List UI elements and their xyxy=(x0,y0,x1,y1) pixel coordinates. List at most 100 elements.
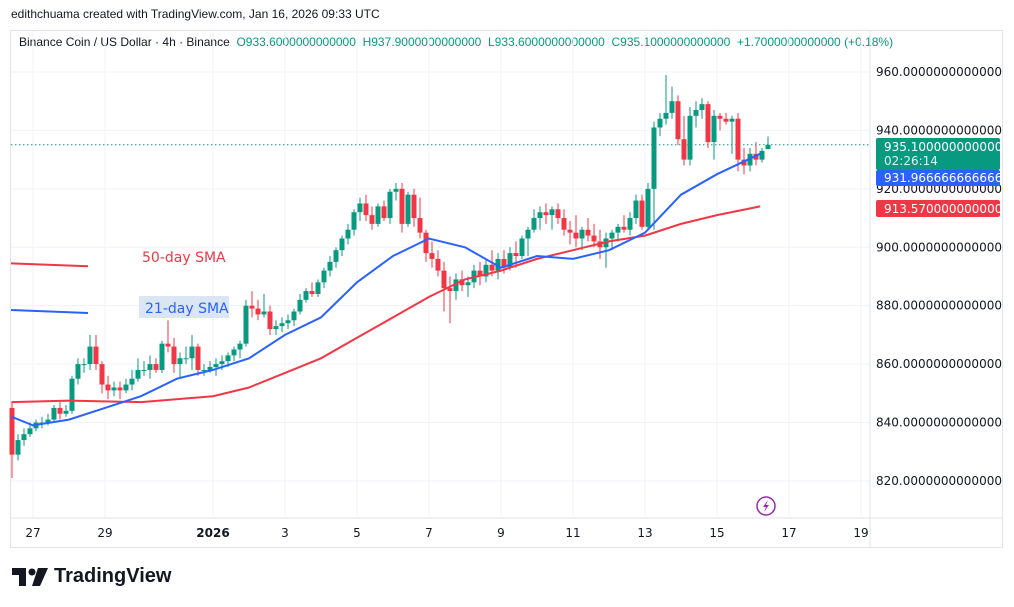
lightning-icon[interactable] xyxy=(756,496,776,516)
candle xyxy=(639,194,645,230)
candle-body xyxy=(411,194,417,219)
candle xyxy=(537,206,543,230)
candle xyxy=(711,109,717,160)
sma50-label: 50-day SMA xyxy=(142,250,226,266)
sma21-legend-line xyxy=(10,309,89,314)
candle-body xyxy=(291,311,297,321)
candle-body xyxy=(549,209,555,216)
candle xyxy=(21,428,27,446)
candle-body xyxy=(207,367,213,370)
candle-body xyxy=(75,364,81,379)
candle xyxy=(531,209,537,233)
candle xyxy=(753,142,759,166)
candle xyxy=(573,215,579,248)
candle xyxy=(411,188,417,227)
candle-body xyxy=(183,358,189,360)
candle xyxy=(567,220,573,245)
candle-body xyxy=(87,346,93,365)
candle xyxy=(201,364,207,376)
candle-body xyxy=(663,112,669,119)
candle-body xyxy=(357,203,363,213)
candle xyxy=(99,361,105,394)
candle xyxy=(675,95,681,146)
candle-body xyxy=(423,232,429,254)
candle-body xyxy=(633,200,639,219)
time-tick-label: 3 xyxy=(281,526,289,540)
candle xyxy=(261,293,267,318)
symbol-title[interactable]: Binance Coin / US Dollar · 4h · Binance xyxy=(19,35,230,49)
candle-body xyxy=(303,291,309,300)
candle xyxy=(153,358,159,373)
candle xyxy=(729,115,735,154)
candle-body xyxy=(483,264,489,277)
candle-body xyxy=(129,378,135,385)
candle-body xyxy=(327,261,333,271)
candle-body xyxy=(231,349,237,356)
candle-body xyxy=(381,206,387,219)
candle xyxy=(579,226,585,251)
last-price-value: 935.1000000000000 xyxy=(884,140,1010,154)
candle-body xyxy=(453,279,459,292)
candle-body xyxy=(225,355,231,362)
candle xyxy=(39,416,45,429)
candle-body xyxy=(591,235,597,242)
candle xyxy=(309,282,315,297)
candle xyxy=(15,434,21,461)
candle-body xyxy=(309,291,315,294)
sma21-line xyxy=(11,152,761,427)
candle xyxy=(759,147,765,163)
candle-body xyxy=(759,150,765,160)
candle-body xyxy=(621,226,627,230)
chart-frame xyxy=(10,30,1003,548)
candle xyxy=(519,235,525,259)
candle-body xyxy=(243,305,249,344)
candle-body xyxy=(459,279,465,286)
candle-body xyxy=(237,343,243,350)
candle-body xyxy=(255,308,261,315)
candle xyxy=(717,112,723,131)
candle xyxy=(657,112,663,137)
candle-body xyxy=(441,270,447,289)
candle-body xyxy=(93,346,99,365)
candle xyxy=(723,112,729,125)
candle-body xyxy=(735,118,741,160)
candle-body xyxy=(573,232,579,239)
candle-body xyxy=(141,369,147,371)
candle-body xyxy=(465,282,471,286)
price-tick-label: 860.0000000000000 xyxy=(876,357,1002,371)
price-tick-label: 960.0000000000000 xyxy=(876,65,1002,79)
time-tick-label: 15 xyxy=(709,526,724,540)
tradingview-logo[interactable]: TradingView xyxy=(12,565,171,588)
candle xyxy=(417,197,423,239)
candle-body xyxy=(447,288,453,292)
candle xyxy=(621,215,627,233)
sma50-value: 913.5700000000000 xyxy=(884,202,1010,216)
candle-body xyxy=(45,419,51,423)
chart-credit: edithchuama created with TradingView.com… xyxy=(11,7,380,21)
candle-body xyxy=(315,282,321,294)
candle xyxy=(189,334,195,370)
candle-body xyxy=(561,218,567,230)
sma50-legend-line xyxy=(10,262,89,268)
price-axis: 960.0000000000000940.0000000000000920.00… xyxy=(876,65,1002,488)
candle-body xyxy=(69,378,75,411)
candle xyxy=(165,320,171,353)
candle-body xyxy=(543,212,549,216)
candles xyxy=(9,74,771,479)
candle-body xyxy=(639,200,645,227)
time-tick-label: 17 xyxy=(781,526,796,540)
candle xyxy=(345,223,351,245)
candle xyxy=(645,182,651,230)
candle-body xyxy=(495,258,501,271)
time-axis: 27 29 2026 3 5 7 9 11 13 15 17 19 xyxy=(25,526,868,540)
candle-body xyxy=(81,364,87,366)
candle-body xyxy=(669,101,675,113)
candle xyxy=(273,320,279,335)
candle-body xyxy=(21,434,27,441)
candle-body xyxy=(537,212,543,219)
candle-body xyxy=(387,191,393,219)
candle-body xyxy=(375,206,381,224)
annotations: 50-day SMA 21-day SMA xyxy=(139,250,229,318)
candle xyxy=(297,293,303,315)
